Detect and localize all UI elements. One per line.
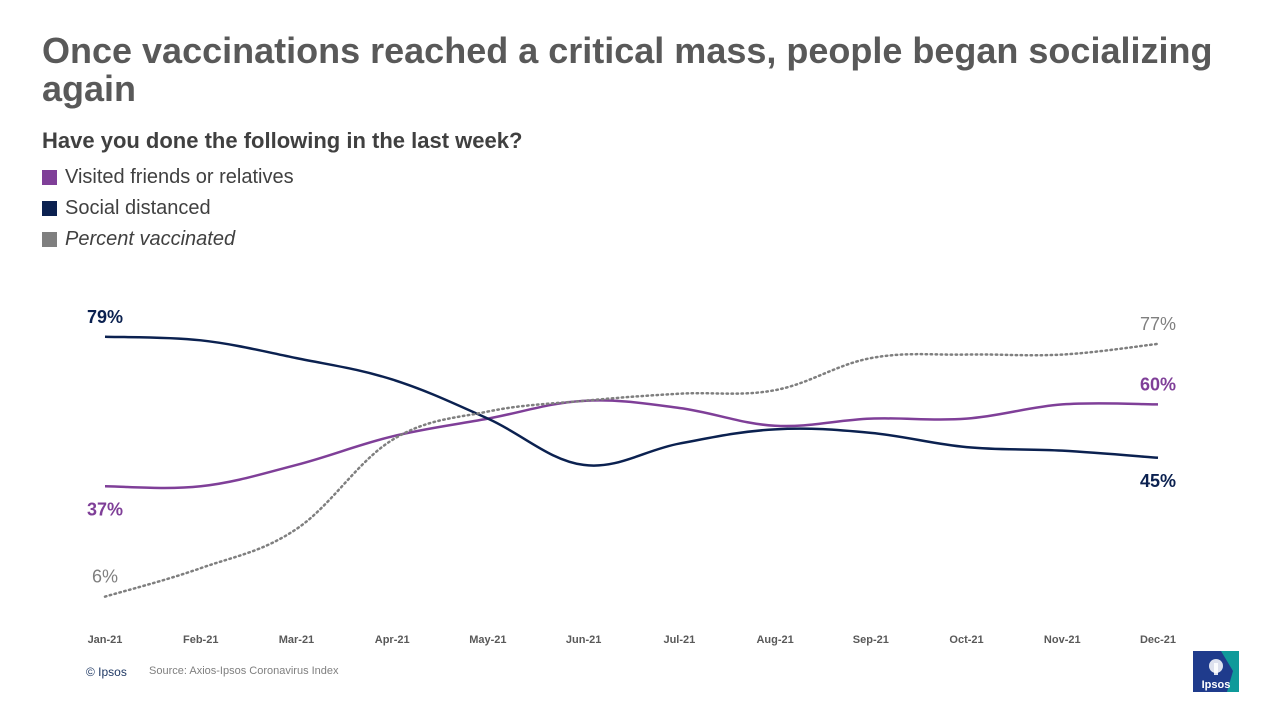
x-tick-label: Nov-21 [1044, 634, 1081, 646]
series-line-distanced [104, 335, 1159, 467]
series-line-visited [104, 399, 1159, 490]
data-label-end-distanced: 45% [1140, 471, 1176, 491]
x-tick-label: Dec-21 [1140, 634, 1176, 646]
legend: Visited friends or relatives Social dist… [42, 162, 294, 255]
series-line-vaccinated [103, 342, 1160, 598]
data-label-end-visited: 60% [1140, 374, 1176, 394]
x-tick-label: Mar-21 [279, 634, 314, 646]
x-tick-label: Sep-21 [853, 634, 889, 646]
legend-swatch-distanced [42, 201, 57, 216]
legend-swatch-vaccinated [42, 232, 57, 247]
legend-label-vaccinated: Percent vaccinated [65, 228, 236, 250]
data-label-start-distanced: 79% [87, 307, 123, 327]
copyright-text: © Ipsos [86, 665, 127, 679]
x-tick-label: Aug-21 [756, 634, 793, 646]
data-label-start-visited: 37% [87, 499, 123, 519]
x-tick-label: Feb-21 [183, 634, 218, 646]
ipsos-logo: Ipsos [1193, 651, 1239, 692]
legend-item-visited: Visited friends or relatives [42, 162, 294, 193]
logo-text: Ipsos [1202, 679, 1231, 691]
legend-swatch-visited [42, 170, 57, 185]
x-tick-label: Jan-21 [88, 634, 123, 646]
legend-label-distanced: Social distanced [65, 197, 211, 219]
legend-item-distanced: Social distanced [42, 193, 294, 224]
legend-label-visited: Visited friends or relatives [65, 166, 294, 188]
chart-subtitle: Have you done the following in the last … [42, 128, 523, 153]
x-tick-label: Jul-21 [663, 634, 695, 646]
data-label-end-vaccinated: 77% [1140, 314, 1176, 334]
data-label-start-vaccinated: 6% [92, 567, 118, 587]
x-tick-label: Oct-21 [949, 634, 983, 646]
legend-item-vaccinated: Percent vaccinated [42, 224, 294, 255]
x-tick-label: Jun-21 [566, 634, 601, 646]
source-text: Source: Axios-Ipsos Coronavirus Index [149, 665, 339, 677]
x-tick-label: Apr-21 [375, 634, 410, 646]
page-title: Once vaccinations reached a critical mas… [42, 30, 1213, 109]
x-tick-label: May-21 [469, 634, 506, 646]
